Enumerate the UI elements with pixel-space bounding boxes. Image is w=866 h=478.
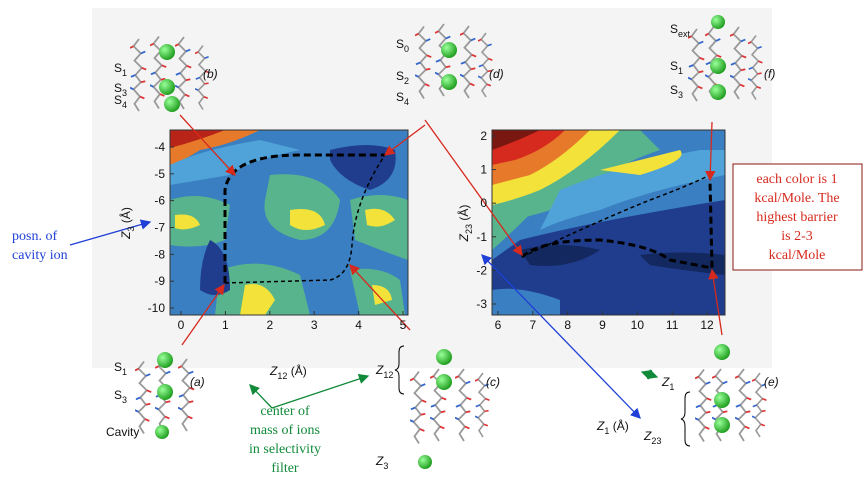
y-tick-label: -1 [476,230,487,244]
y-tick-label: -6 [154,194,165,208]
inset-label-main: Cavity [106,425,139,439]
x-axis-label-unit: (Å) [609,418,628,433]
annotation: kcal/Mole [769,248,826,263]
y-tick-label: -9 [154,274,165,288]
inset-label-main: S [114,61,122,75]
y-tick-label: -2 [476,263,487,277]
y-tick-label: -7 [154,221,165,235]
inset-label-main: S [670,83,678,97]
inset-label-main: S [114,388,122,402]
annotation: filter [271,461,299,476]
y-tick-label: -8 [154,247,165,261]
y-tick-label: 0 [480,196,487,210]
inset-label-main: S [670,59,678,73]
x-tick-label: 5 [400,318,407,332]
x-tick-label: 1 [222,318,229,332]
inset-label-sub: 3 [383,461,388,471]
y-tick-label: -10 [148,301,166,315]
annotation: cavity ion [12,248,68,263]
inset-label-sub: 23 [651,436,661,446]
inset-label-sub: 1 [669,382,674,392]
inset-label-sub: 3 [122,395,127,405]
x-tick-label: 8 [564,318,571,332]
annotation: posn. of [12,229,57,244]
inset-label-sub: 2 [404,76,409,86]
y-axis-label-unit: (Å) [118,207,133,226]
inset-label-sub: ext [678,29,691,39]
inset-label-sub: 1 [122,367,127,377]
x-axis-label-sub: 12 [277,371,287,381]
y-axis-label-sub: 23 [464,224,474,234]
y-tick-label: -5 [154,167,165,181]
inset-label-main: S [396,90,404,104]
y-tick-label: 2 [480,129,487,143]
y-tick-label: -4 [154,140,165,154]
x-tick-label: 7 [529,318,536,332]
inset-label-sub: 3 [678,90,683,100]
inset-letter: (f) [764,67,775,81]
figure: 012345-4-5-6-7-8-9-10Z12 (Å)Z3 (Å)678910… [0,0,866,478]
x-tick-label: 0 [178,318,185,332]
inset-letter: (a) [190,375,205,389]
annotation: in selectivity [249,442,321,457]
y-axis-label-unit: (Å) [456,205,471,224]
left-contour [170,130,408,315]
inset-letter: (b) [203,67,218,81]
inset-letter: (d) [489,67,504,81]
x-tick-label: 3 [311,318,318,332]
inset-label-main: S [396,37,404,51]
inset-letter: (c) [486,375,500,389]
inset-label-sub: 0 [404,44,409,54]
annotation: each color is 1 [756,172,837,187]
y-tick-label: 1 [480,163,487,177]
inset-label-main: S [114,93,122,107]
x-tick-label: 2 [266,318,273,332]
inset-label-sub: 1 [678,66,683,76]
x-tick-label: 12 [700,318,714,332]
inset-label-sub: 3 [122,88,127,98]
inset-letter: (e) [764,375,779,389]
right-contour [492,130,725,315]
annotation: kcal/Mole. The [754,191,839,206]
x-tick-label: 10 [631,318,645,332]
inset-label-main: S [396,69,404,83]
x-axis-label-unit: (Å) [287,363,306,378]
annotation: center of [260,404,310,419]
inset-label-sub: 1 [122,68,127,78]
annotation: is 2-3 [781,229,813,244]
x-tick-label: 6 [495,318,502,332]
inset-label-sub: 12 [383,370,393,380]
inset-label: Cavity [106,425,139,439]
y-tick-label: -3 [476,297,487,311]
inset-label-main: S [114,360,122,374]
annotation: highest barrier [756,210,838,225]
inset-label-main: S [670,22,678,36]
x-tick-label: 4 [355,318,362,332]
x-tick-label: 9 [599,318,606,332]
x-tick-label: 11 [666,318,679,332]
inset-label-sub: 4 [122,100,127,110]
annotation: mass of ions [250,423,320,438]
inset-label-sub: 4 [404,97,409,107]
